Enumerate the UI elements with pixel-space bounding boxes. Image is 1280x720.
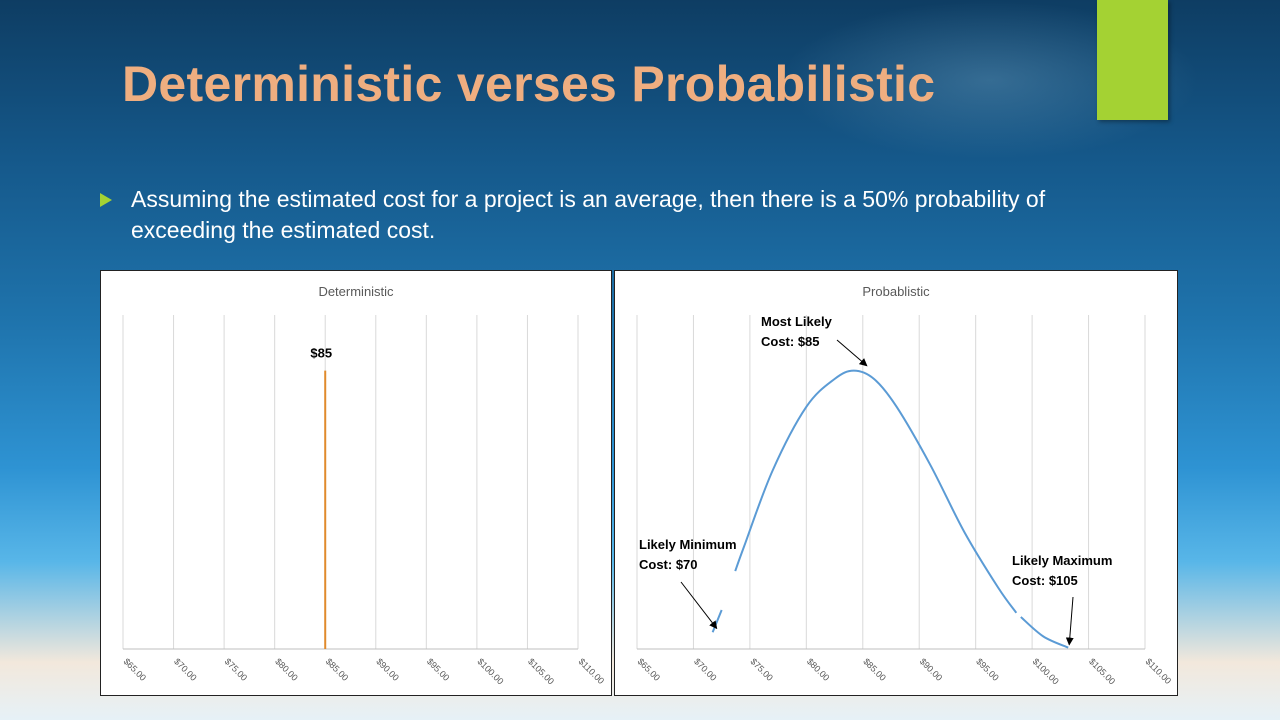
- x-tick-label: $90.00: [918, 656, 945, 683]
- x-tick-label: $100.00: [475, 656, 505, 686]
- x-tick-label: $105.00: [526, 656, 556, 686]
- x-tick-label: $80.00: [273, 656, 300, 683]
- annotation-arrow: [836, 339, 868, 367]
- x-tick-label: $105.00: [1087, 656, 1117, 686]
- annotation-cost: Cost: $105: [1012, 573, 1078, 588]
- x-tick-label: $95.00: [425, 656, 452, 683]
- slide-title: Deterministic verses Probabilistic: [122, 56, 936, 112]
- x-tick-label: $80.00: [805, 656, 832, 683]
- bullet-item: Assuming the estimated cost for a projec…: [100, 184, 1110, 246]
- series-line: [711, 609, 723, 633]
- annotation-arrow: [680, 581, 718, 630]
- annotation-arrow: [1065, 596, 1074, 646]
- x-tick-label: $65.00: [636, 656, 663, 683]
- deterministic-chart: Deterministic $65.00 $70.00 $75.00 $80.00 $85…: [100, 270, 612, 696]
- x-tick-label: $70.00: [172, 656, 199, 683]
- x-tick-label: $110.00: [1144, 656, 1174, 686]
- x-tick-label: $65.00: [122, 656, 149, 683]
- x-tick-label: $70.00: [692, 656, 719, 683]
- x-tick-label: $90.00: [374, 656, 401, 683]
- x-tick-label: $95.00: [974, 656, 1001, 683]
- x-tick-label: $75.00: [748, 656, 775, 683]
- chart-title: Deterministic: [318, 284, 394, 299]
- series-line: [1020, 616, 1069, 649]
- annotation-cost: Cost: $70: [639, 557, 698, 572]
- probabilistic-chart-svg: Probablistic $65.00 $70.00 $75.00 $80.00 $85.…: [636, 284, 1174, 686]
- triangle-bullet-icon: [100, 193, 112, 207]
- annotation-cost: Cost: $85: [761, 334, 820, 349]
- x-tick-label: $100.00: [1031, 656, 1061, 686]
- annotation-title: Likely Minimum: [639, 537, 737, 552]
- annotation-title: Likely Maximum: [1012, 553, 1112, 568]
- x-tick-label: $85.00: [861, 656, 888, 683]
- annotation-title: Most Likely: [761, 314, 833, 329]
- x-tick-label: $110.00: [577, 656, 607, 686]
- probabilistic-chart: Probablistic $65.00 $70.00 $75.00 $80.00 $85.…: [614, 270, 1178, 696]
- x-tick-label: $85.00: [324, 656, 351, 683]
- data-label: $85: [310, 346, 332, 361]
- chart-title: Probablistic: [862, 284, 930, 299]
- x-tick-label: $75.00: [223, 656, 250, 683]
- bullet-text: Assuming the estimated cost for a projec…: [131, 186, 1046, 243]
- series-line: [734, 369, 1018, 614]
- deterministic-chart-svg: Deterministic $65.00 $70.00 $75.00 $80.00 $85…: [122, 284, 607, 686]
- accent-block: [1097, 0, 1168, 120]
